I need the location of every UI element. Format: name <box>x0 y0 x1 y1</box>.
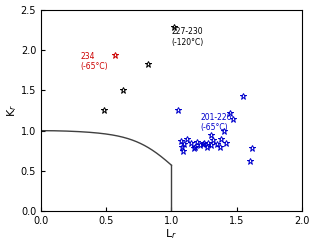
Text: 234
(-65°C): 234 (-65°C) <box>80 52 108 71</box>
Text: 201-226
(-65°C): 201-226 (-65°C) <box>200 113 232 132</box>
Y-axis label: K$_r$: K$_r$ <box>6 104 19 117</box>
X-axis label: L$_r$: L$_r$ <box>165 228 177 242</box>
Text: 227-230
(-120°C): 227-230 (-120°C) <box>171 27 204 47</box>
